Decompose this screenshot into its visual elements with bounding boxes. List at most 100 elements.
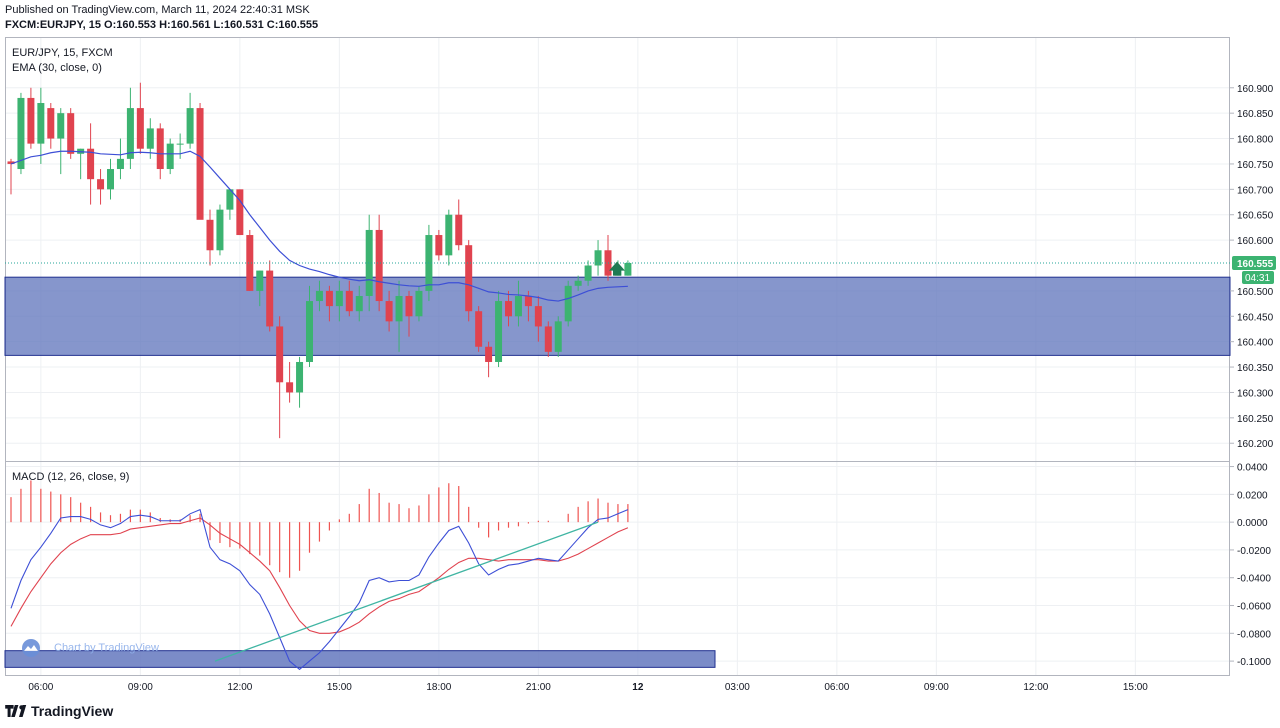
- candle[interactable]: [266, 260, 274, 332]
- candle-body: [156, 128, 164, 170]
- candle[interactable]: [156, 123, 164, 180]
- candle[interactable]: [7, 158, 15, 195]
- candle[interactable]: [256, 270, 264, 307]
- candle[interactable]: [196, 103, 204, 220]
- close-label: C:: [266, 19, 279, 31]
- candle[interactable]: [97, 169, 105, 205]
- candle-body: [236, 189, 244, 236]
- trendline[interactable]: [214, 521, 599, 662]
- candle[interactable]: [166, 138, 174, 175]
- price-tick-label: 160.200: [1237, 439, 1274, 450]
- candle[interactable]: [395, 280, 403, 352]
- candle[interactable]: [594, 240, 602, 276]
- candle-body: [514, 295, 522, 317]
- low-value: 160.531: [223, 19, 264, 31]
- candle[interactable]: [345, 280, 353, 317]
- candle[interactable]: [475, 306, 483, 352]
- candle[interactable]: [544, 321, 552, 357]
- candle-body: [67, 113, 75, 154]
- candle[interactable]: [465, 240, 473, 322]
- candle[interactable]: [27, 87, 35, 149]
- candle[interactable]: [584, 260, 592, 286]
- candle[interactable]: [47, 103, 55, 149]
- candle[interactable]: [485, 341, 493, 378]
- time-axis[interactable]: 06:00 09:00 12:00 15:00 18:00 21:00 12 03:00 06:…: [28, 682, 1148, 693]
- macd-tick-label: -0.0600: [1237, 602, 1271, 613]
- time-tick-label: 12:00: [1023, 682, 1048, 693]
- candle[interactable]: [505, 290, 512, 327]
- open-value: 160.553: [116, 19, 157, 31]
- candle-body: [395, 295, 403, 322]
- candle[interactable]: [146, 118, 154, 159]
- candle[interactable]: [355, 285, 363, 322]
- candle[interactable]: [286, 361, 294, 403]
- candle[interactable]: [604, 235, 612, 281]
- candle[interactable]: [67, 108, 75, 159]
- candle-body: [136, 108, 144, 149]
- macd-tick-label: -0.1000: [1237, 657, 1271, 668]
- candle[interactable]: [365, 214, 373, 312]
- macd-tick-label: -0.0400: [1237, 574, 1271, 585]
- candle[interactable]: [276, 316, 284, 439]
- candle-body: [445, 214, 453, 256]
- candle[interactable]: [116, 138, 124, 180]
- candle[interactable]: [136, 82, 144, 154]
- footer-brand[interactable]: TradingView: [5, 703, 113, 719]
- candle[interactable]: [176, 133, 184, 159]
- candle[interactable]: [554, 316, 562, 357]
- candle[interactable]: [534, 295, 542, 342]
- candle[interactable]: [574, 275, 582, 291]
- candle[interactable]: [445, 209, 453, 266]
- watermark-text: Chart by TradingView: [54, 642, 159, 654]
- last-price-tag[interactable]: [1232, 255, 1276, 270]
- candle-body: [97, 179, 105, 190]
- candle[interactable]: [375, 214, 383, 312]
- candle[interactable]: [186, 92, 194, 149]
- candle[interactable]: [296, 356, 304, 408]
- candle-body: [534, 306, 542, 327]
- candle-body: [296, 361, 304, 393]
- macd-zone[interactable]: [4, 650, 716, 668]
- candle[interactable]: [564, 280, 572, 327]
- candle[interactable]: [405, 290, 413, 337]
- candle[interactable]: [236, 189, 244, 236]
- candle-body: [37, 103, 45, 144]
- candle[interactable]: [514, 280, 522, 327]
- candle[interactable]: [495, 290, 503, 368]
- candle-body: [485, 346, 493, 362]
- candle[interactable]: [435, 229, 443, 261]
- candle-body: [564, 285, 572, 322]
- candle[interactable]: [246, 229, 254, 291]
- footer-brand-text: TradingView: [31, 703, 114, 719]
- support-zone[interactable]: [4, 276, 1231, 356]
- candle[interactable]: [415, 285, 423, 322]
- candle[interactable]: [306, 285, 313, 368]
- candle-body: [126, 108, 134, 159]
- macd-tick-label: -0.0800: [1237, 629, 1271, 640]
- candle[interactable]: [385, 290, 393, 332]
- candle[interactable]: [455, 199, 463, 251]
- candle[interactable]: [37, 87, 45, 164]
- macd-tick-label: 0.0000: [1237, 518, 1268, 529]
- price-axis[interactable]: 160.900 160.850 160.800 160.750 160.700 160.6…: [1230, 84, 1274, 450]
- candle-body: [385, 301, 393, 322]
- candle[interactable]: [325, 285, 333, 322]
- candle[interactable]: [107, 158, 114, 200]
- candle-body: [57, 113, 65, 139]
- countdown-tag: [1242, 270, 1274, 284]
- macd-axis[interactable]: 0.0400 0.0200 0.0000 -0.0200 -0.0400 -0.0600 -…: [1230, 463, 1271, 669]
- candle[interactable]: [335, 280, 343, 322]
- candle[interactable]: [57, 108, 65, 175]
- candle-body: [554, 321, 562, 352]
- candle[interactable]: [17, 92, 25, 175]
- macd-pane-frame: [5, 461, 1230, 676]
- candle[interactable]: [126, 87, 134, 170]
- candle[interactable]: [624, 260, 632, 276]
- candle[interactable]: [315, 280, 323, 312]
- candle[interactable]: [206, 209, 214, 266]
- candle[interactable]: [87, 123, 95, 205]
- candle[interactable]: [216, 204, 224, 256]
- candle[interactable]: [226, 189, 234, 220]
- up-arrow-icon[interactable]: [609, 261, 625, 276]
